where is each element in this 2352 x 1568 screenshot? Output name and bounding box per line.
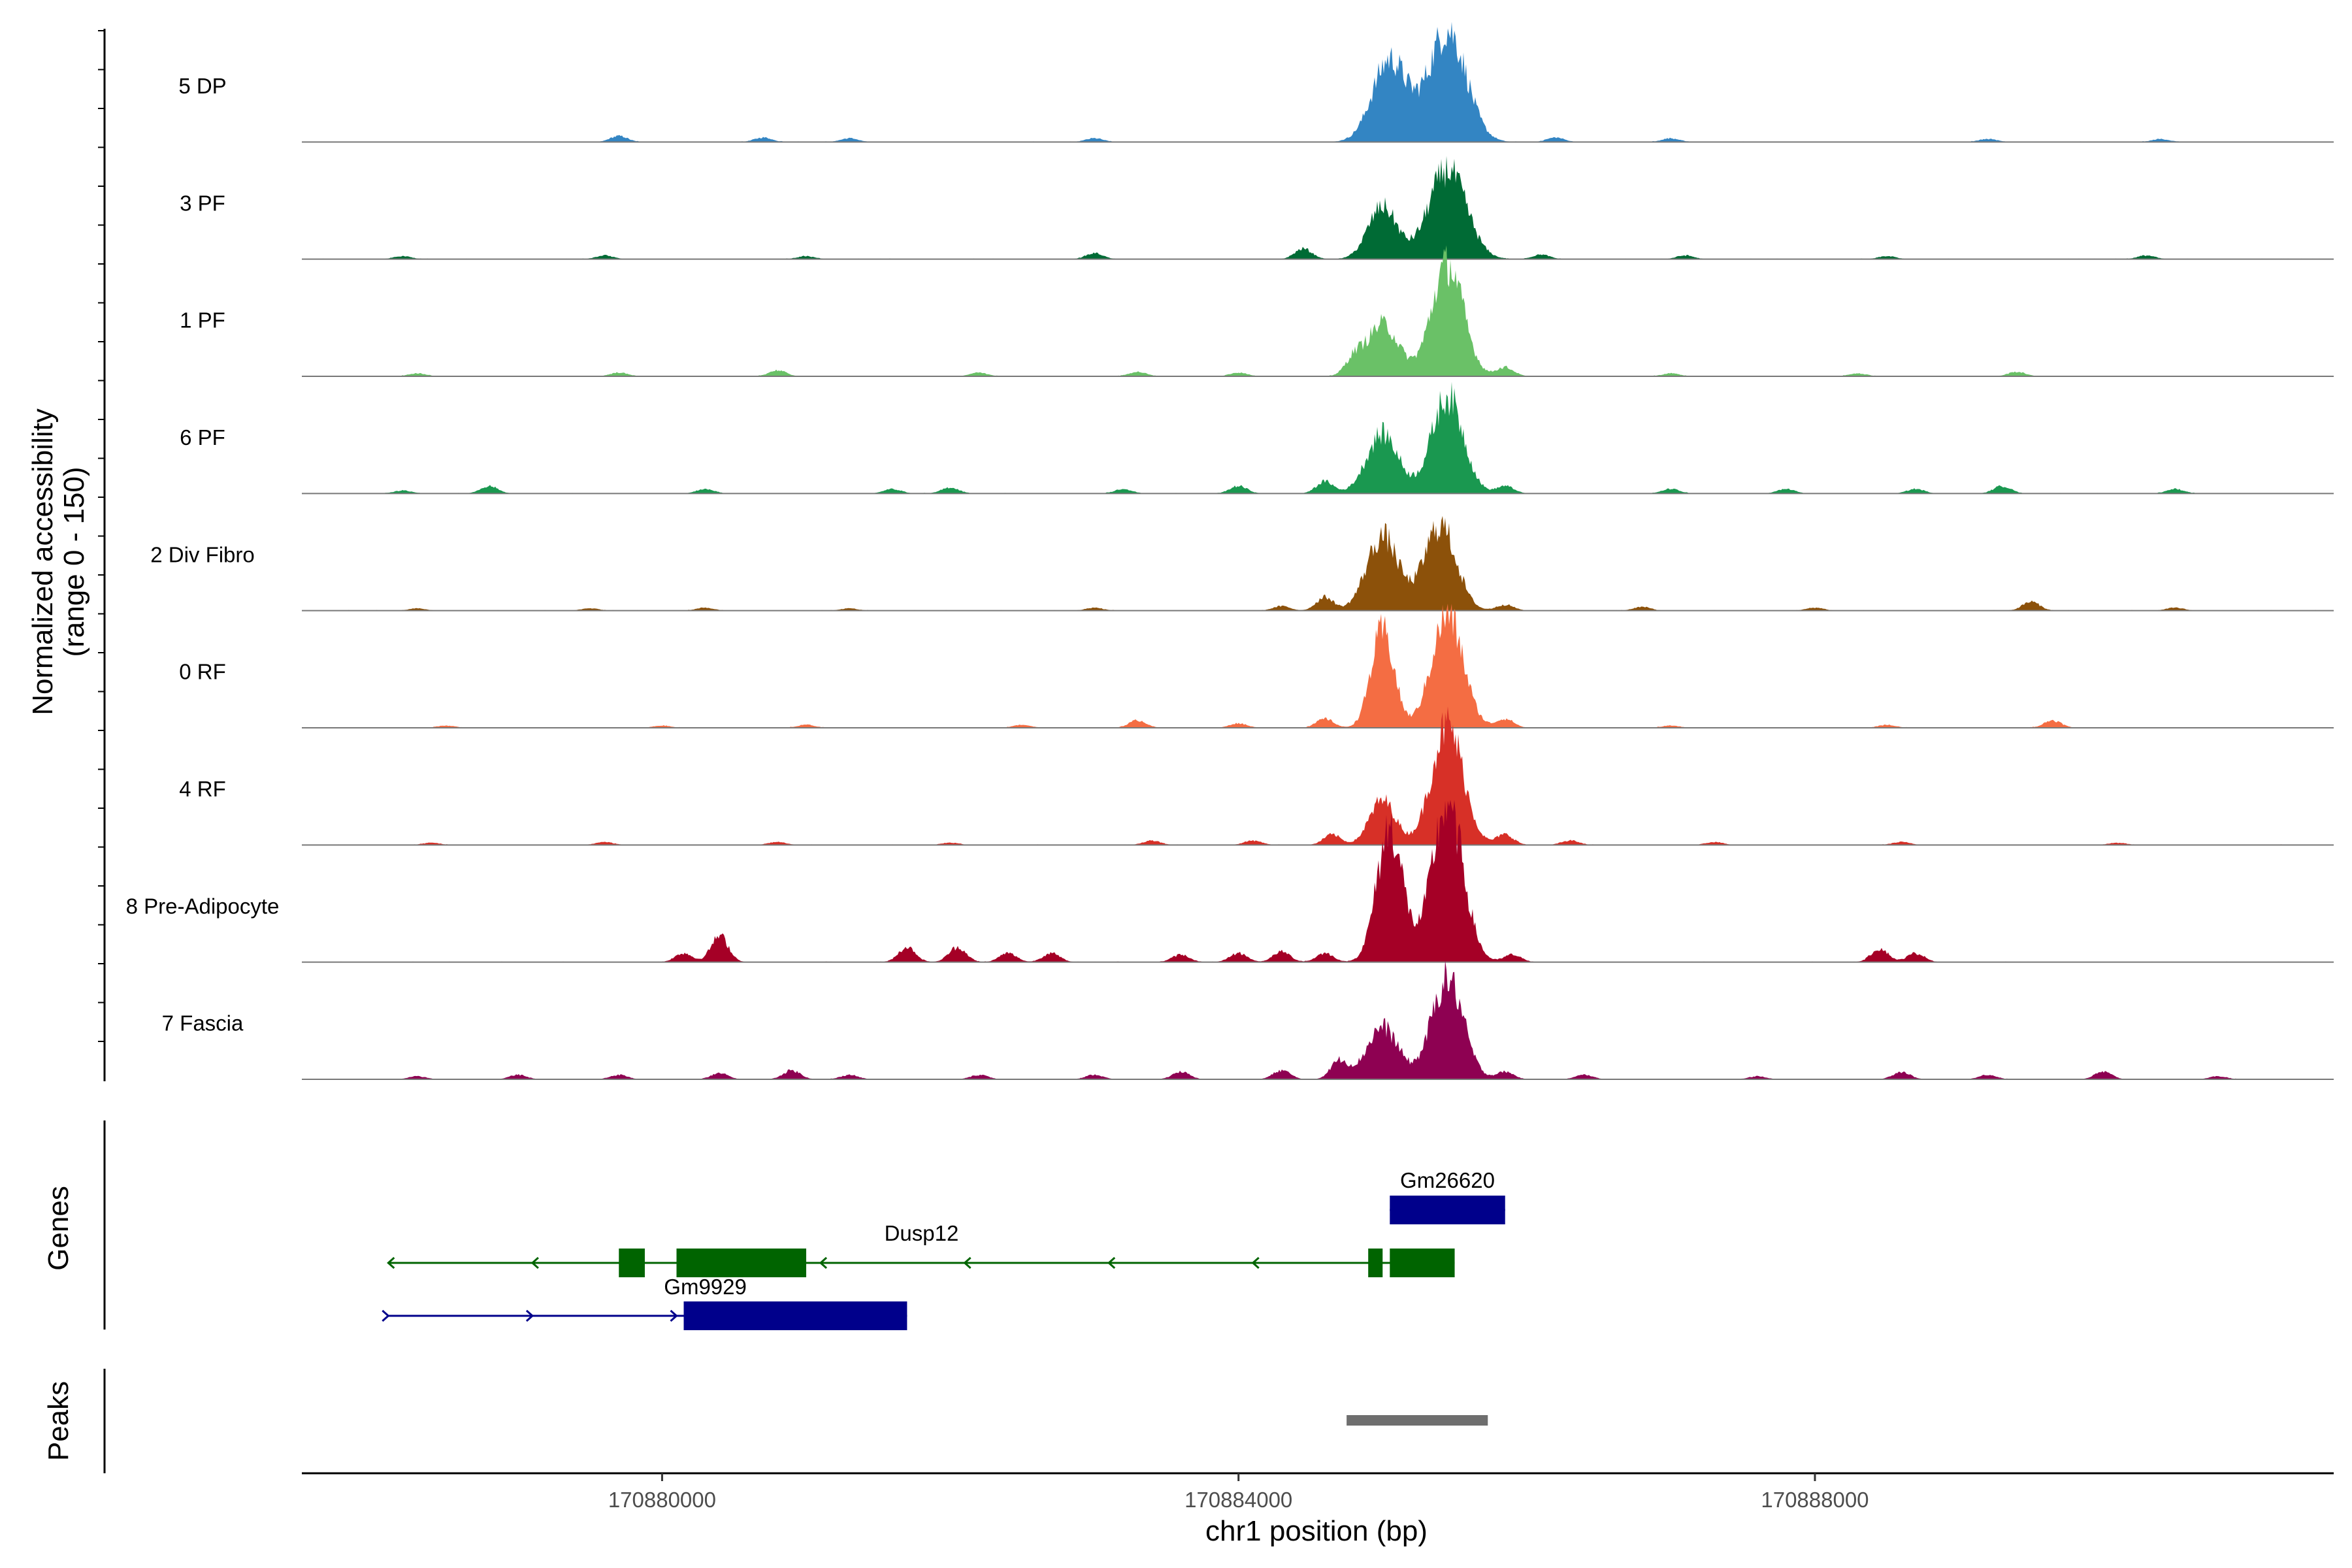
track-6-pf: 6 PF [180, 382, 2334, 495]
strand-arrow-icon [531, 1256, 539, 1269]
x-tick-label: 170884000 [1184, 1488, 1292, 1512]
x-tick-label: 170880000 [608, 1488, 716, 1512]
strand-arrow-icon [1107, 1256, 1116, 1269]
gene-track: Dusp12 Gm26620 Gm9929 [382, 1168, 1505, 1330]
coverage-area [302, 155, 2334, 259]
gene-exon [1390, 1196, 1505, 1224]
strand-arrow-icon [819, 1256, 828, 1269]
track-1-pf: 1 PF [180, 245, 2334, 377]
x-axis: 170880000 170884000 170888000 [302, 1472, 2334, 1512]
track-7-fascia: 7 Fascia [162, 960, 2334, 1080]
left-axes [98, 29, 106, 1473]
coverage-area [302, 245, 2334, 376]
strand-arrow-icon [387, 1256, 395, 1269]
y-axis-title-range: (range 0 - 150) [58, 466, 90, 657]
track-label: 8 Pre-Adipocyte [126, 894, 280, 918]
track-label: 7 Fascia [162, 1011, 244, 1036]
coverage-area [302, 800, 2334, 962]
strand-arrow-icon [670, 1309, 678, 1322]
coverage-tracks: 5 DP 3 PF 1 PF 6 PF 2 Div Fibro 0 RF 4 RF 8 Pre… [126, 22, 2334, 1080]
genes-track-title: Genes [42, 1186, 74, 1271]
gene-gm26620: Gm26620 [1390, 1168, 1505, 1224]
gene-label: Gm9929 [664, 1275, 747, 1299]
y-axis-title: Normalized accessibility [27, 408, 59, 715]
gene-exon [1390, 1249, 1455, 1277]
peaks-track-title: Peaks [42, 1381, 74, 1461]
track-0-rf: 0 RF [179, 604, 2334, 728]
gene-exon [619, 1249, 645, 1277]
peak-region [1347, 1415, 1488, 1426]
gene-gm9929: Gm9929 [382, 1275, 907, 1330]
gene-exon [676, 1249, 806, 1277]
strand-arrow-icon [525, 1309, 534, 1322]
track-label: 1 PF [180, 308, 225, 333]
track-label: 6 PF [180, 425, 225, 449]
coverage-area [302, 515, 2334, 611]
gene-dusp12: Dusp12 [387, 1221, 1455, 1277]
strand-arrow-icon [382, 1309, 390, 1322]
gene-exon [1368, 1249, 1383, 1277]
gene-label: Gm26620 [1400, 1168, 1495, 1192]
gene-label: Dusp12 [885, 1221, 959, 1245]
strand-arrow-icon [963, 1256, 972, 1269]
x-tick-label: 170888000 [1761, 1488, 1869, 1512]
gene-exon [683, 1301, 907, 1330]
coverage-area [302, 960, 2334, 1079]
track-label: 4 RF [179, 777, 226, 801]
coverage-area [302, 604, 2334, 728]
track-5-dp: 5 DP [178, 22, 2334, 143]
strand-arrow-icon [1251, 1256, 1260, 1269]
track-label: 5 DP [178, 74, 226, 98]
track-8-pre-adipocyte: 8 Pre-Adipocyte [126, 800, 2334, 963]
coverage-area [302, 22, 2334, 142]
track-label: 0 RF [179, 660, 226, 684]
x-axis-title: chr1 position (bp) [1205, 1515, 1428, 1547]
track-label: 2 Div Fibro [150, 542, 255, 566]
track-3-pf: 3 PF [180, 155, 2334, 260]
track-label: 3 PF [180, 191, 225, 215]
track-4-rf: 4 RF [179, 706, 2334, 846]
peaks-track [1347, 1415, 1488, 1426]
coverage-area [302, 382, 2334, 494]
track-2-div-fibro: 2 Div Fibro [150, 515, 2334, 612]
